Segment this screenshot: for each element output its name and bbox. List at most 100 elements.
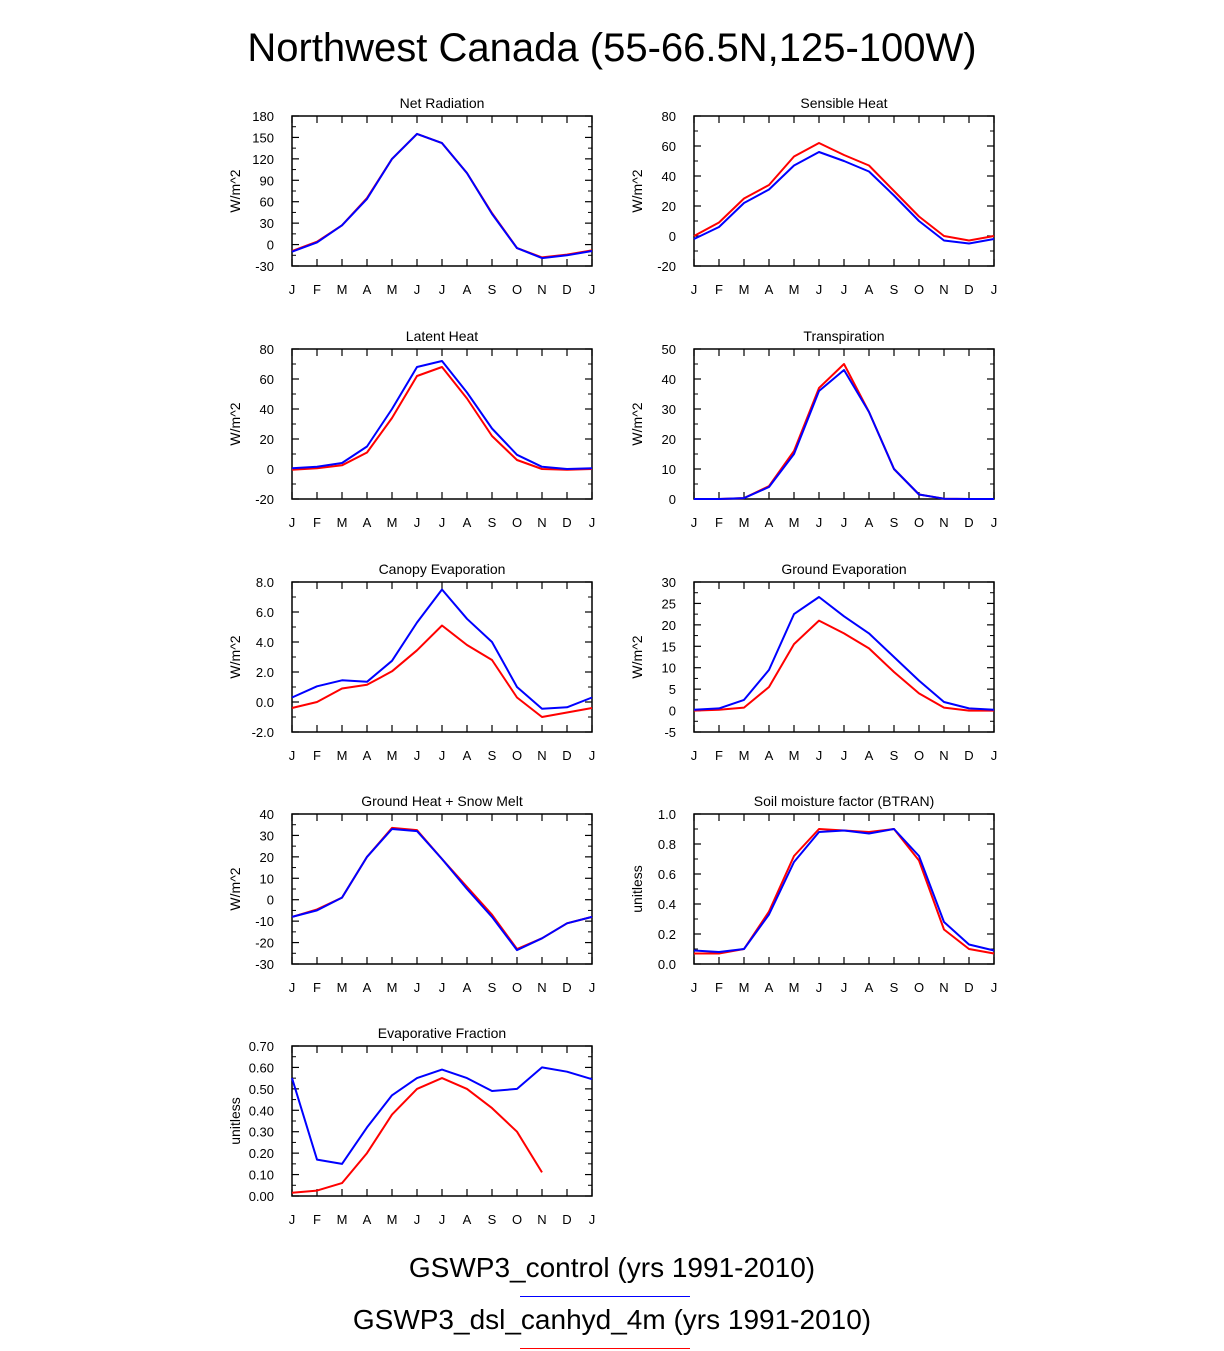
- chart-title: Sensible Heat: [800, 95, 887, 111]
- plot-frame: [693, 581, 995, 733]
- x-tick-label: O: [512, 515, 522, 530]
- y-axis-label: W/m^2: [629, 169, 645, 212]
- series-line-gswp3-control: [291, 360, 593, 470]
- x-tick-label: M: [739, 282, 750, 297]
- x-tick-label: J: [414, 515, 421, 530]
- x-tick-label: A: [363, 282, 372, 297]
- y-tick-label: 0.30: [249, 1125, 274, 1140]
- y-axis-label: unitless: [629, 865, 645, 912]
- y-tick-label: 0.0: [658, 957, 676, 972]
- x-tick-label: F: [313, 748, 321, 763]
- y-tick-label: 1.0: [658, 807, 676, 822]
- y-tick-label: 150: [252, 130, 274, 145]
- chart-net-radiation: Net Radiation W/m^2 -30 0 30 60 90 120 150 180 J F M…: [227, 95, 595, 297]
- x-tick-label: J: [439, 282, 446, 297]
- y-tick-label: 30: [662, 402, 676, 417]
- y-tick-label: 0.2: [658, 927, 676, 942]
- x-tick-label: J: [589, 1212, 596, 1227]
- y-tick-label: -2.0: [252, 725, 274, 740]
- chart-ground-evaporation: Ground Evaporation W/m^2 -5 0 5 10 15 20 25 30 J F M…: [629, 561, 997, 763]
- x-tick-label: J: [691, 282, 698, 297]
- x-tick-label: J: [841, 515, 848, 530]
- x-tick-label: S: [890, 282, 899, 297]
- series-line-gswp3-control: [291, 588, 593, 710]
- y-tick-label: 40: [662, 169, 676, 184]
- x-tick-label: J: [991, 980, 998, 995]
- x-tick-label: M: [387, 980, 398, 995]
- x-tick-label: O: [512, 748, 522, 763]
- x-tick-label: J: [991, 282, 998, 297]
- x-tick-label: F: [715, 282, 723, 297]
- x-tick-label: D: [562, 282, 571, 297]
- y-tick-label: 0.4: [658, 897, 676, 912]
- x-tick-label: J: [289, 1212, 296, 1227]
- y-tick-label: 0.8: [658, 837, 676, 852]
- y-axis-label: W/m^2: [227, 867, 243, 910]
- chart-soil-moisture-factor-btran: Soil moisture factor (BTRAN) unitless 0.0 0…: [629, 793, 997, 995]
- y-tick-label: -10: [255, 914, 274, 929]
- x-tick-label: J: [816, 515, 823, 530]
- y-tick-label: 0: [669, 492, 676, 507]
- x-tick-label: M: [739, 980, 750, 995]
- y-tick-label: 30: [260, 828, 274, 843]
- x-tick-label: A: [363, 980, 372, 995]
- x-tick-label: N: [537, 515, 546, 530]
- x-tick-label: S: [890, 980, 899, 995]
- y-tick-label: -20: [255, 492, 274, 507]
- x-tick-label: S: [488, 1212, 497, 1227]
- chart-canopy-evaporation: Canopy Evaporation W/m^2 -2.0 0.0 2.0 4.0 6.0 8…: [227, 561, 595, 763]
- y-tick-label: 20: [260, 850, 274, 865]
- y-tick-label: 40: [662, 372, 676, 387]
- y-axis-label: W/m^2: [227, 169, 243, 212]
- legend-label-dsl: GSWP3_dsl_canhyd_4m (yrs 1991-2010): [352, 1304, 872, 1335]
- y-tick-label: 120: [252, 152, 274, 167]
- series-line-gswp3-control: [693, 828, 995, 953]
- x-tick-label: J: [289, 282, 296, 297]
- x-tick-label: S: [488, 748, 497, 763]
- x-tick-label: A: [765, 748, 774, 763]
- x-tick-label: J: [589, 748, 596, 763]
- y-tick-label: 60: [260, 195, 274, 210]
- y-tick-label: 80: [662, 109, 676, 124]
- y-tick-label: 60: [260, 372, 274, 387]
- x-tick-label: A: [463, 515, 472, 530]
- x-tick-label: A: [765, 282, 774, 297]
- x-tick-label: J: [439, 980, 446, 995]
- series-line-gswp3-dsl-canhyd-4m: [694, 828, 995, 955]
- y-tick-label: 8.0: [256, 575, 274, 590]
- x-tick-label: N: [939, 515, 948, 530]
- x-tick-label: A: [865, 748, 874, 763]
- y-tick-label: 2.0: [256, 665, 274, 680]
- x-tick-label: J: [991, 515, 998, 530]
- series-line-gswp3-dsl-canhyd-4m: [291, 132, 593, 259]
- x-tick-label: J: [414, 1212, 421, 1227]
- x-tick-label: J: [289, 980, 296, 995]
- x-tick-label: M: [789, 515, 800, 530]
- chart-title: Ground Heat + Snow Melt: [361, 793, 523, 809]
- y-tick-label: 10: [260, 871, 274, 886]
- y-tick-label: 0.50: [249, 1082, 274, 1097]
- x-tick-label: N: [939, 980, 948, 995]
- x-tick-label: J: [439, 748, 446, 763]
- x-tick-label: O: [914, 748, 924, 763]
- x-tick-label: A: [865, 282, 874, 297]
- y-tick-label: 0.00: [249, 1189, 274, 1204]
- plot-frame: [693, 813, 995, 965]
- y-tick-label: 0.20: [249, 1146, 274, 1161]
- chart-title: Transpiration: [803, 328, 884, 344]
- x-tick-label: J: [691, 515, 698, 530]
- y-tick-label: 0: [267, 238, 274, 253]
- y-axis-label: W/m^2: [629, 402, 645, 445]
- y-tick-label: 40: [260, 807, 274, 822]
- y-tick-label: 25: [662, 596, 676, 611]
- y-tick-label: 20: [260, 432, 274, 447]
- x-tick-label: J: [414, 282, 421, 297]
- legend-line-control: [520, 1296, 690, 1297]
- y-tick-label: 0: [669, 229, 676, 244]
- y-tick-label: 0.60: [249, 1060, 274, 1075]
- x-tick-label: A: [363, 515, 372, 530]
- x-tick-label: J: [439, 515, 446, 530]
